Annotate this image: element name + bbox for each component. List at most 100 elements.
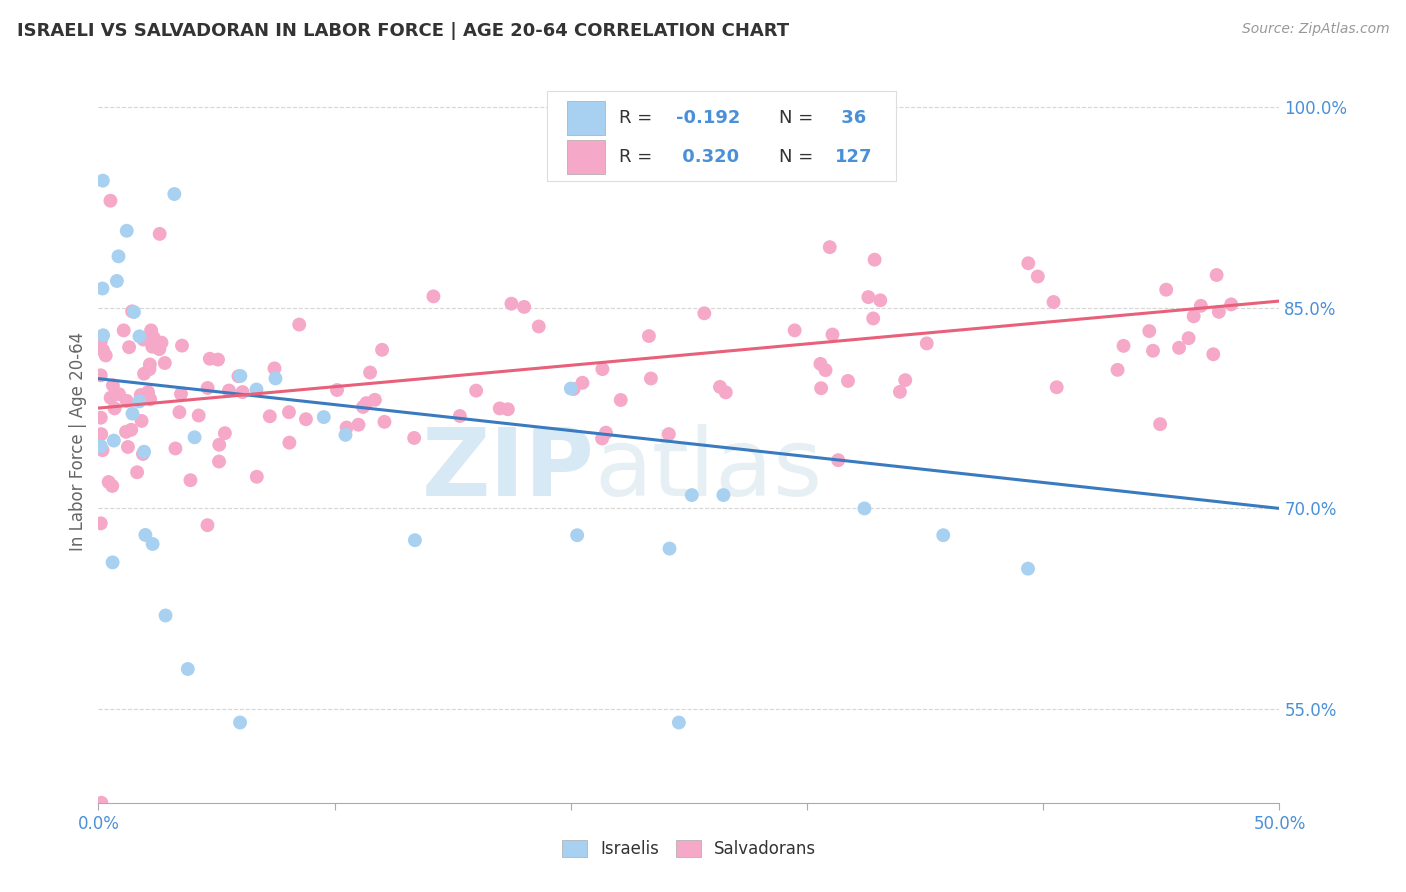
Text: R =: R = [619,109,658,127]
Point [132,444,155,458]
Point [496,402,519,417]
Point [91,281,114,295]
Point [187,409,209,423]
Point [131,414,153,428]
Point [853,501,876,516]
Point [259,409,281,424]
Point [105,274,128,288]
Point [228,369,250,384]
Point [197,518,219,533]
Point [821,327,844,342]
Point [560,382,582,396]
Point [90,427,112,442]
Point [91,443,114,458]
Point [1017,562,1039,576]
Text: -0.192: -0.192 [676,109,741,127]
Point [91,343,114,358]
Point [108,387,131,401]
Point [139,358,162,372]
Point [810,381,832,395]
Point [231,385,253,400]
Point [1042,295,1064,310]
Point [1220,297,1243,311]
Point [134,528,156,542]
Point [90,410,112,425]
FancyBboxPatch shape [547,91,896,181]
Point [101,479,124,493]
Point [150,335,173,350]
Point [141,340,163,354]
Point [229,368,252,383]
Point [1205,268,1227,282]
Point [91,328,114,343]
Point [1177,331,1199,345]
Point [179,473,201,487]
Point [1189,299,1212,313]
Point [264,371,287,385]
Point [1182,310,1205,324]
Point [404,431,426,445]
Point [94,348,117,362]
Point [640,371,662,385]
Point [295,412,318,426]
Point [177,662,200,676]
Text: ZIP: ZIP [422,425,595,516]
Point [107,249,129,263]
Point [129,388,152,402]
Point [783,323,806,337]
Point [197,381,219,395]
Point [335,427,357,442]
Point [818,240,841,254]
Point [371,343,394,357]
Point [1046,380,1069,394]
Point [121,407,143,421]
Point [278,405,301,419]
Point [1112,339,1135,353]
Point [527,319,550,334]
Point [1168,341,1191,355]
Point [312,410,335,425]
Text: N =: N = [779,148,818,166]
Point [1154,283,1177,297]
Point [638,329,661,343]
Point [609,392,631,407]
Point [837,374,859,388]
Text: 0.320: 0.320 [676,148,740,166]
Point [1026,269,1049,284]
Point [139,392,162,407]
Point [214,426,236,441]
Point [373,415,395,429]
Y-axis label: In Labor Force | Age 20-64: In Labor Force | Age 20-64 [69,332,87,551]
Point [364,392,387,407]
Point [591,362,613,376]
Point [810,357,832,371]
Point [100,194,122,208]
Point [595,425,617,440]
Point [90,516,112,531]
Point [155,608,177,623]
Point [169,405,191,419]
Point [170,338,193,352]
Point [709,380,731,394]
Point [183,430,205,444]
Point [90,796,112,810]
Point [681,488,703,502]
Point [352,400,374,414]
Point [513,300,536,314]
Point [1202,347,1225,361]
Point [591,432,613,446]
Text: N =: N = [779,109,818,127]
Point [122,305,145,319]
Point [565,528,588,542]
Point [128,329,150,343]
Point [1137,324,1160,338]
Point [932,528,955,542]
Point [658,427,681,442]
Point [278,435,301,450]
Point [165,442,187,456]
Point [163,187,186,202]
Point [97,475,120,489]
Point [90,368,112,383]
Point [245,383,267,397]
Point [115,224,138,238]
